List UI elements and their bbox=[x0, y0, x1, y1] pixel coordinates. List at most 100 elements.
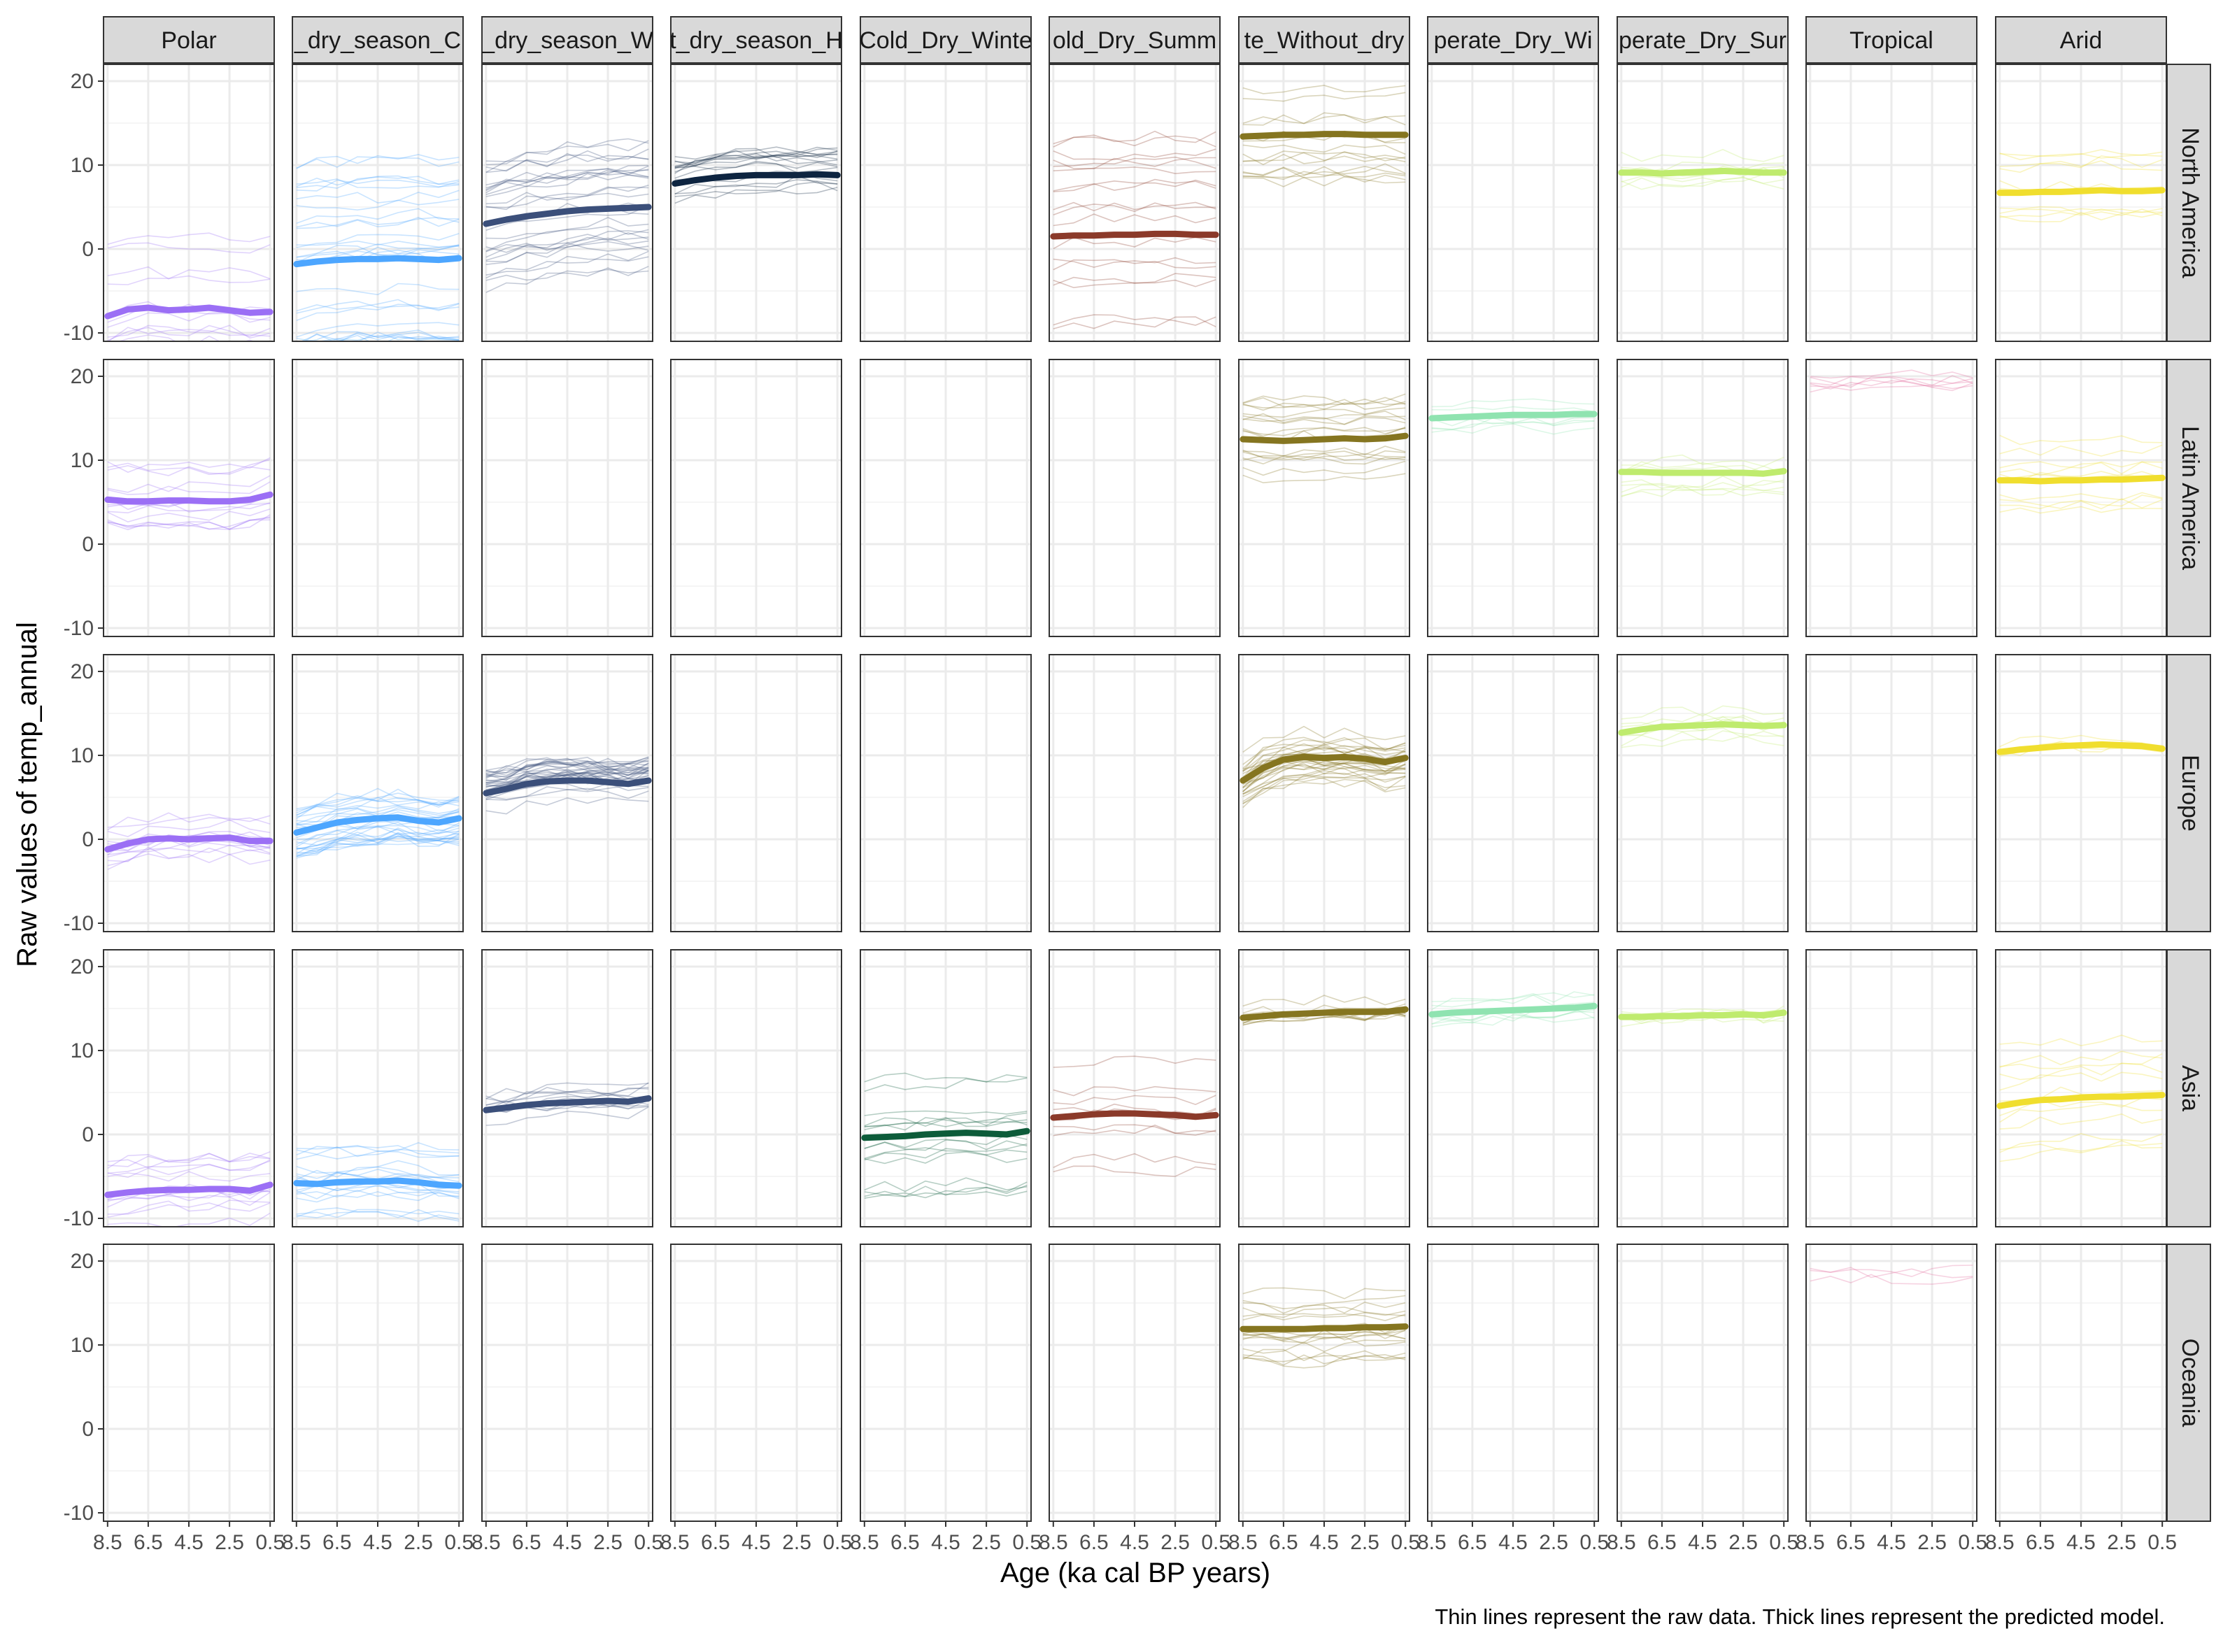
raw-data-line bbox=[864, 1151, 1028, 1165]
raw-data-line bbox=[296, 825, 460, 846]
row-strip-label-north_america: North America bbox=[2177, 127, 2203, 278]
raw-data-line bbox=[1242, 453, 1406, 461]
panel-data bbox=[293, 788, 462, 859]
raw-data-line bbox=[107, 844, 271, 867]
raw-data-line bbox=[1999, 1140, 2163, 1154]
model-line bbox=[1240, 131, 1409, 140]
y-tick-label: 10 bbox=[71, 1039, 94, 1062]
panel-data bbox=[1050, 130, 1219, 329]
raw-data-line bbox=[485, 237, 649, 261]
column-strip-label-temp_dry_summer: perate_Dry_Sur bbox=[1619, 27, 1787, 54]
raw-data-line bbox=[296, 1190, 460, 1198]
panel-data bbox=[1240, 393, 1409, 484]
x-tick-label: 0.5 bbox=[444, 1531, 474, 1554]
y-tick-label: 20 bbox=[71, 70, 94, 93]
panel-latin_america-temp_without_dry bbox=[1238, 359, 1410, 637]
raw-data-line bbox=[485, 1082, 649, 1103]
raw-data-line bbox=[1242, 165, 1406, 179]
y-tick-label: 10 bbox=[71, 154, 94, 177]
raw-data-line bbox=[485, 225, 649, 252]
raw-data-line bbox=[107, 1151, 271, 1169]
panel-border bbox=[481, 654, 653, 932]
raw-data-line bbox=[1621, 475, 1784, 489]
column-strip-polar bbox=[103, 16, 275, 64]
raw-data-line bbox=[1242, 427, 1406, 437]
x-tick-label: 4.5 bbox=[1688, 1531, 1717, 1554]
raw-data-line bbox=[1999, 1143, 2163, 1162]
raw-data-line bbox=[1242, 450, 1406, 460]
panel-border bbox=[860, 949, 1032, 1227]
panel-oceania-cold_dry_summer bbox=[1049, 1244, 1221, 1522]
column-strip-c_ds_h bbox=[670, 16, 842, 64]
raw-data-line bbox=[1242, 745, 1406, 774]
raw-data-line bbox=[296, 240, 460, 248]
raw-data-line bbox=[107, 501, 271, 513]
raw-data-line bbox=[300, 332, 460, 341]
model-line bbox=[1618, 468, 1787, 477]
raw-data-line bbox=[296, 1184, 460, 1199]
raw-data-line bbox=[485, 255, 649, 276]
panel-north_america-c_ds_c bbox=[292, 64, 464, 342]
raw-data-line bbox=[1810, 375, 1973, 386]
raw-data-line bbox=[485, 788, 649, 801]
panel-border bbox=[1238, 654, 1410, 932]
panel-latin_america-c_ds_h bbox=[670, 359, 842, 637]
x-tick-label: 0.5 bbox=[823, 1531, 852, 1554]
raw-data-line bbox=[1053, 259, 1216, 271]
raw-data-line bbox=[296, 1191, 460, 1203]
raw-data-line bbox=[107, 514, 271, 530]
raw-data-line bbox=[485, 767, 649, 788]
raw-data-line bbox=[107, 517, 271, 531]
panel-asia-polar bbox=[103, 949, 275, 1227]
raw-data-line bbox=[1242, 455, 1406, 465]
x-tick-label: 0.5 bbox=[1958, 1531, 1987, 1554]
raw-data-line bbox=[1242, 1354, 1406, 1366]
raw-data-line bbox=[296, 828, 460, 850]
raw-data-line bbox=[107, 812, 271, 831]
raw-data-line bbox=[1621, 173, 1784, 183]
raw-data-line bbox=[296, 283, 460, 296]
x-tick-label: 8.5 bbox=[93, 1531, 122, 1554]
raw-data-line bbox=[1999, 444, 2163, 457]
raw-data-line bbox=[1242, 1287, 1406, 1299]
panel-data bbox=[104, 457, 274, 531]
panel-data bbox=[1050, 1055, 1219, 1177]
raw-data-line bbox=[1053, 1153, 1216, 1169]
raw-data-line bbox=[1999, 1104, 2163, 1123]
raw-data-line bbox=[107, 327, 271, 341]
raw-data-line bbox=[1242, 775, 1406, 809]
raw-data-line bbox=[1999, 1053, 2163, 1069]
raw-data-line bbox=[1999, 1034, 2163, 1046]
raw-data-line bbox=[107, 508, 271, 523]
raw-data-line bbox=[1053, 279, 1216, 289]
model-line bbox=[293, 255, 462, 268]
raw-data-line bbox=[1053, 135, 1216, 148]
raw-data-line bbox=[485, 154, 649, 172]
panels-layer: Polar _dry_season_C _dry_season_W t_dry_sea… bbox=[64, 16, 2211, 1554]
panel-latin_america-tropical bbox=[1805, 359, 1977, 637]
raw-data-line bbox=[485, 769, 649, 790]
column-strip-label-cold_dry_summer: old_Dry_Summ bbox=[1053, 27, 1216, 54]
panel-north_america-cold_dry_summer bbox=[1049, 64, 1221, 342]
raw-data-line bbox=[107, 1153, 271, 1167]
y-tick-label: 20 bbox=[71, 1250, 94, 1273]
column-strip-label-temp_without_dry: te_Without_dry bbox=[1244, 27, 1405, 54]
raw-data-line bbox=[485, 186, 649, 205]
raw-data-line bbox=[296, 216, 460, 229]
raw-data-line bbox=[107, 819, 271, 837]
panel-north_america-c_ds_w bbox=[481, 64, 653, 342]
raw-data-line bbox=[485, 138, 649, 162]
panel-data bbox=[1618, 454, 1787, 498]
panel-border bbox=[670, 654, 842, 932]
raw-data-line bbox=[296, 797, 460, 818]
raw-data-line bbox=[485, 760, 649, 779]
raw-data-line bbox=[485, 1086, 649, 1106]
raw-data-line bbox=[107, 459, 271, 476]
panel-border bbox=[292, 64, 464, 342]
panel-europe-temp_dry_summer bbox=[1617, 654, 1789, 932]
model-line bbox=[1428, 411, 1598, 422]
panel-border bbox=[1427, 64, 1599, 342]
raw-data-line bbox=[1621, 727, 1784, 739]
raw-data-line bbox=[296, 839, 460, 856]
model-line bbox=[672, 171, 841, 187]
